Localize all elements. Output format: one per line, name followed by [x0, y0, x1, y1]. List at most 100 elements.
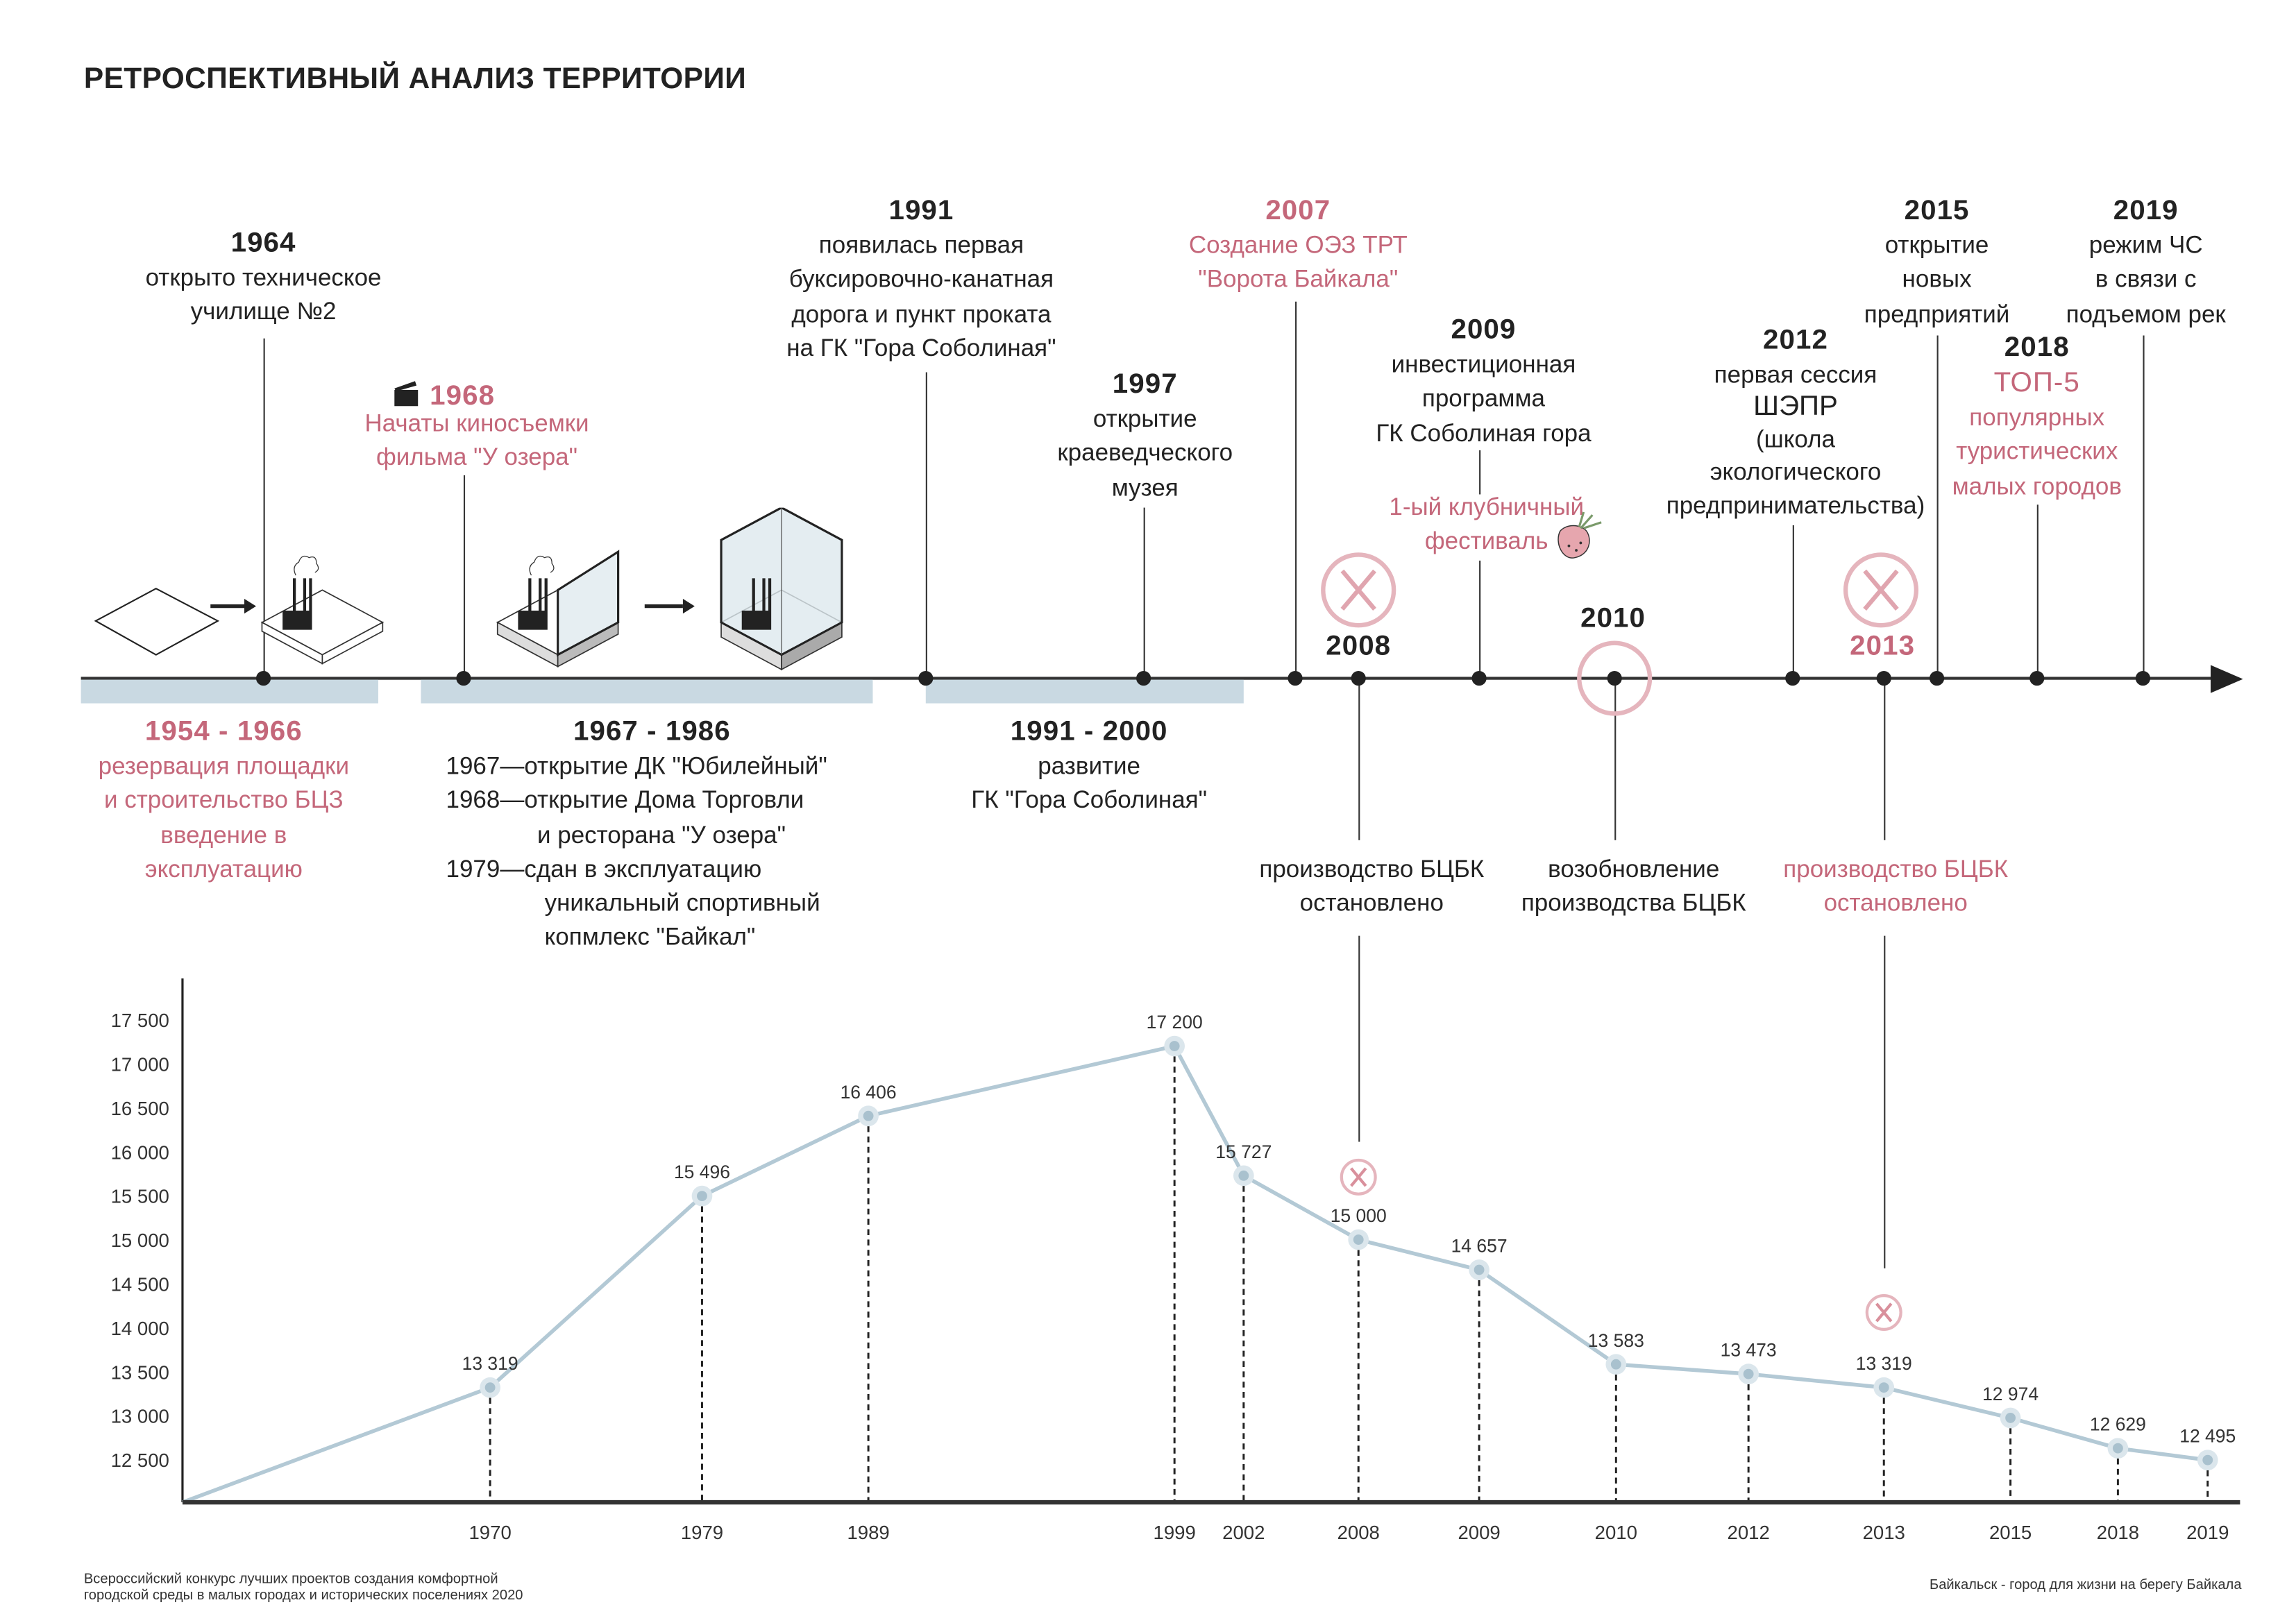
event-2010-below: возобновление производства БЦБК — [1521, 853, 1746, 922]
timeline-dot-2012 — [1785, 670, 1800, 686]
event-text: открытие — [1884, 232, 1989, 260]
event-2009-festival: 1-ый клубничный фестиваль — [1389, 491, 1584, 560]
event-text: появилась первая — [818, 232, 1024, 260]
list-item: 1967—открытие ДК "Юбилейный" — [446, 750, 827, 784]
timeline-dot-2007 — [1288, 670, 1303, 686]
event-text: остановлено — [1823, 890, 1968, 917]
connector-1968 — [463, 475, 466, 679]
timeline-axis — [81, 677, 2222, 680]
period-text: ГК "Гора Соболиная" — [971, 788, 1208, 815]
event-year: 1991 — [888, 196, 954, 227]
event-year: 2012 — [1763, 325, 1828, 357]
period-range: 1954 - 1966 — [144, 716, 303, 748]
data-point — [484, 1382, 496, 1393]
x-tick-label: 2018 — [2097, 1522, 2139, 1543]
event-text: предпринимательства) — [1666, 493, 1925, 520]
period-1967-list: 1967—открытие ДК "Юбилейный" 1968—открыт… — [446, 750, 827, 955]
event-2009: 2009 инвестиционная программа ГК Соболин… — [1376, 314, 1591, 452]
event-text: буксировочно-канатная — [788, 266, 1054, 294]
period-band-1954 — [81, 679, 378, 704]
event-text: первая сессия — [1714, 362, 1877, 389]
event-text: программа — [1421, 386, 1546, 413]
event-2018: 2018 ТОП-5 популярных туристических малы… — [1952, 331, 2122, 504]
connector-2012 — [1792, 525, 1794, 679]
connector-2019 — [2143, 335, 2145, 679]
arrow-right-icon — [644, 599, 695, 614]
event-text: остановлено — [1299, 890, 1444, 917]
event-text: в связи с — [2095, 266, 2197, 294]
list-text: и ресторана "У озера" — [537, 822, 786, 849]
event-text: инвестиционная — [1391, 351, 1576, 378]
event-text: открытие — [1092, 406, 1197, 433]
event-text: "Ворота Байкала" — [1198, 266, 1399, 294]
event-text: 1-ый клубничный — [1389, 494, 1585, 521]
event-1968-year: 1968 — [430, 381, 496, 412]
period-text: введение в — [160, 822, 287, 849]
y-tick-label: 17 500 — [111, 1010, 169, 1031]
x-tick-label: 2009 — [1458, 1522, 1500, 1543]
list-year: 1967— — [446, 753, 525, 780]
page-title: РЕТРОСПЕКТИВНЫЙ АНАЛИЗ ТЕРРИТОРИИ — [83, 63, 747, 96]
x-tick-label: 2010 — [1595, 1522, 1637, 1543]
x-tick-label: 2008 — [1337, 1522, 1380, 1543]
data-label: 12 629 — [2090, 1414, 2146, 1435]
y-tick-label: 16 500 — [111, 1098, 169, 1119]
connector-1991 — [925, 372, 927, 679]
event-year: 1964 — [230, 228, 296, 260]
event-text: режим ЧС — [2088, 232, 2203, 260]
event-2013-year: 2013 — [1850, 631, 1916, 663]
event-year: 2019 — [2113, 196, 2179, 227]
event-2008-year: 2008 — [1326, 631, 1392, 663]
factory-site-icon — [260, 555, 385, 665]
event-text: на ГК "Гора Соболиная" — [786, 335, 1056, 362]
timeline-dot-1968 — [456, 670, 471, 686]
data-label: 15 727 — [1215, 1141, 1272, 1162]
timeline-dot-2019 — [2135, 670, 2151, 686]
footer-right: Байкальск - город для жизни на берегу Ба… — [1930, 1577, 2242, 1594]
timeline-arrow-icon — [2210, 665, 2243, 693]
event-text: производство БЦБК — [1259, 856, 1485, 883]
data-point — [1474, 1264, 1485, 1275]
connector-2008-chart — [1358, 935, 1360, 1142]
x-tick-label: 1970 — [469, 1522, 511, 1543]
event-text: Создание ОЭЗ ТРТ — [1188, 232, 1408, 260]
event-text: фестиваль — [1424, 528, 1548, 556]
clapperboard-icon — [394, 381, 419, 407]
event-text: возобновление — [1548, 856, 1720, 883]
list-item: 1968—открытие Дома Торговли — [446, 785, 827, 819]
event-highlight: ТОП-5 — [1993, 368, 2080, 399]
list-year: 1968— — [446, 788, 525, 815]
x-tick-label: 2012 — [1728, 1522, 1770, 1543]
period-text: и строительство БЦЗ — [103, 788, 344, 815]
event-text: предприятий — [1864, 300, 2010, 328]
connector-2008-down — [1358, 678, 1360, 840]
event-text: училище №2 — [190, 299, 337, 326]
data-point — [1238, 1170, 1249, 1181]
event-2013-below: производство БЦБК остановлено — [1783, 853, 2008, 922]
data-point — [1610, 1359, 1621, 1370]
event-1968: Начаты киносъемки фильма "У озера" — [364, 407, 589, 476]
list-text: копмлекс "Байкал" — [544, 924, 756, 951]
event-text: музея — [1111, 475, 1179, 502]
data-point — [697, 1191, 707, 1202]
list-item: 1979—сдан в эксплуатацию — [446, 853, 827, 887]
data-point — [1169, 1041, 1180, 1051]
data-label: 13 473 — [1721, 1340, 1777, 1361]
data-label: 15 000 — [1331, 1205, 1387, 1226]
connector-2007 — [1295, 301, 1297, 679]
arrow-right-icon — [210, 599, 256, 614]
y-tick-label: 17 000 — [111, 1054, 169, 1076]
list-year: 1979— — [446, 856, 525, 883]
connector-2010-down — [1614, 678, 1617, 840]
cross-circle-icon — [1321, 552, 1396, 628]
x-tick-label: 2019 — [2186, 1522, 2229, 1543]
event-text: экологического — [1710, 459, 1882, 486]
event-year: 2015 — [1904, 196, 1970, 227]
factory-enclosed-icon — [720, 507, 843, 671]
list-text: уникальный спортивный — [544, 890, 820, 917]
cross-mark — [1875, 1302, 1893, 1323]
timeline-dot-2015 — [1929, 670, 1945, 686]
data-label: 15 496 — [674, 1162, 730, 1182]
event-text: фильма "У озера" — [375, 445, 578, 472]
